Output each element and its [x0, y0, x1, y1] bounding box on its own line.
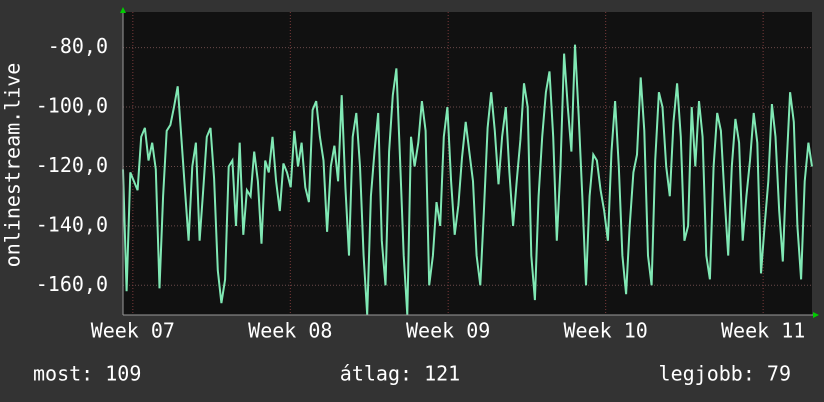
x-tick-label: Week 10 — [564, 319, 648, 343]
y-tick-label: -100,0 — [36, 94, 108, 118]
summary-current: most: 109 — [33, 362, 141, 386]
summary-best: legjobb: 79 — [659, 362, 791, 386]
y-arrow — [120, 7, 126, 13]
y-axis-label: onlinestream.live — [1, 63, 25, 268]
y-tick-label: -160,0 — [36, 272, 108, 296]
summary-average: átlag: 121 — [340, 362, 460, 386]
x-arrow — [813, 312, 819, 318]
line — [122, 44, 813, 316]
y-tick-label: -140,0 — [36, 212, 108, 236]
y-tick-label: -120,0 — [36, 153, 108, 177]
x-tick-label: Week 07 — [91, 319, 175, 343]
x-tick-label: Week 11 — [721, 319, 805, 343]
x-tick-label: Week 09 — [406, 319, 490, 343]
y-tick-label: -80,0 — [48, 34, 108, 58]
marks — [122, 44, 813, 316]
x-tick-label: Week 08 — [248, 319, 332, 343]
